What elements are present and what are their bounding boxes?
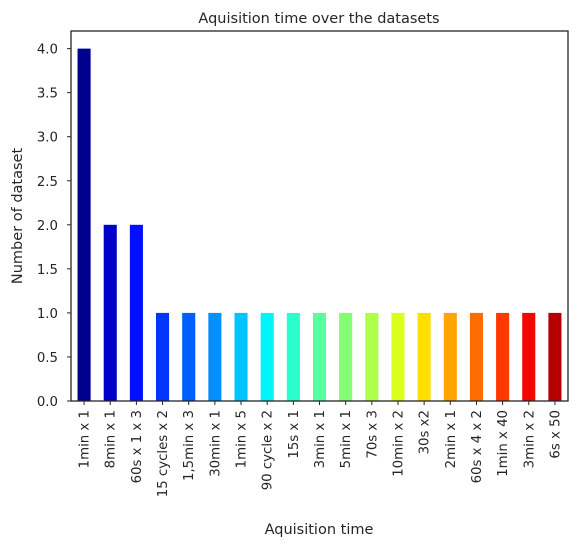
x-tick-label: 1min x 5 [235,410,250,468]
x-tick-label: 6s x 50 [548,410,563,459]
y-tick-label: 3.0 [37,131,58,146]
bar-4 [156,312,170,401]
y-axis-label: Number of dataset [10,148,26,285]
bar-2 [103,224,117,401]
bar-11 [339,312,353,401]
y-tick-label: 1.0 [37,307,58,322]
bar-19 [548,312,562,401]
x-tick-label: 8min x 1 [104,410,119,468]
x-tick-label: 3min x 2 [522,410,537,468]
bar-17 [496,312,510,401]
x-tick-label: 10min x 2 [391,410,406,477]
x-axis-ticks: 1min x 1 8min x 1 60s x 1 x 3 15 cycles x 2… [78,401,563,497]
y-axis-ticks: 0.0 0.5 1.0 1.5 2.0 2.5 3.0 3.5 4.0 [37,43,71,410]
bar-5 [182,312,196,401]
bar-16 [469,312,483,401]
bar-3 [129,224,143,401]
x-tick-label: 90 cycle x 2 [261,410,276,490]
bar-12 [365,312,379,401]
bar-6 [208,312,222,401]
x-tick-label: 3min x 1 [313,410,328,468]
y-tick-label: 2.5 [37,175,58,190]
bar-15 [443,312,457,401]
x-tick-label: 1,5min x 3 [182,410,197,481]
bar-14 [417,312,431,401]
x-tick-label: 30min x 1 [208,410,223,477]
bar-1 [77,48,91,402]
chart-title: Aquisition time over the datasets [198,11,439,27]
x-tick-label: 5min x 1 [339,410,354,468]
x-tick-label: 60s x 1 x 3 [130,410,145,483]
plot-frame [70,30,569,402]
y-tick-label: 0.0 [37,395,58,410]
x-tick-label: 30s x2 [418,410,433,454]
y-tick-label: 1.5 [37,263,58,278]
bar-8 [260,312,274,401]
bars-group [77,48,562,402]
y-tick-label: 3.5 [37,87,58,102]
x-tick-label: 70s x 3 [365,410,380,459]
bar-10 [312,312,327,401]
x-axis-label: Aquisition time [265,522,374,538]
bar-7 [234,312,248,401]
x-tick-label: 1min x 40 [496,410,511,477]
x-tick-label: 15s x 1 [287,410,302,459]
x-tick-label: 15 cycles x 2 [156,410,171,497]
x-tick-label: 2min x 1 [444,410,459,468]
y-tick-label: 4.0 [37,43,58,58]
bar-9 [286,312,300,401]
x-tick-label: 1min x 1 [78,410,93,468]
x-tick-label: 60s x 4 x 2 [470,410,485,483]
bar-18 [522,312,536,401]
y-tick-label: 0.5 [37,351,58,366]
bar-13 [391,312,405,401]
y-tick-label: 2.0 [37,219,58,234]
